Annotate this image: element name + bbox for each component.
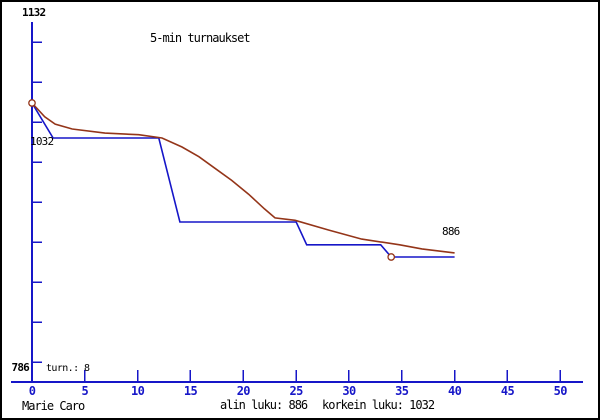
series-layer xyxy=(28,99,455,261)
x-tick-label: 0 xyxy=(29,384,36,398)
y-axis-top-label: 1132 xyxy=(22,6,45,19)
final-rating-label: 886 xyxy=(442,225,460,238)
axes-layer: 0 5 10 15 20 25 30 35 40 45 50 xyxy=(11,22,583,398)
x-tick-label: 10 xyxy=(131,384,145,398)
x-tick-label: 15 xyxy=(184,384,198,398)
x-tick-label: 5 xyxy=(82,384,89,398)
y-axis-bottom-label: 786 xyxy=(12,361,31,374)
x-tick-label: 30 xyxy=(342,384,356,398)
highest-rating-label: korkein luku: 1032 xyxy=(322,398,435,412)
x-tick-label: 20 xyxy=(237,384,251,398)
start-rating-label: 1032 xyxy=(30,135,53,148)
x-tick-label: 25 xyxy=(290,384,304,398)
tournament-count-label: turn.: 8 xyxy=(46,363,90,374)
x-tick-label: 45 xyxy=(501,384,515,398)
x-tick-label: 50 xyxy=(554,384,568,398)
tournament-rating-steps-line xyxy=(31,102,455,258)
start-marker-circle xyxy=(28,99,36,107)
chart-title: 5-min turnaukset xyxy=(150,31,250,45)
x-tick-label: 40 xyxy=(448,384,462,398)
lowest-rating-label: alin luku: 886 xyxy=(220,398,308,412)
end-marker-circle xyxy=(387,253,396,261)
x-tick-label: 35 xyxy=(395,384,409,398)
rating-trend-line xyxy=(31,102,455,254)
player-name: Marie Caro xyxy=(22,399,85,413)
